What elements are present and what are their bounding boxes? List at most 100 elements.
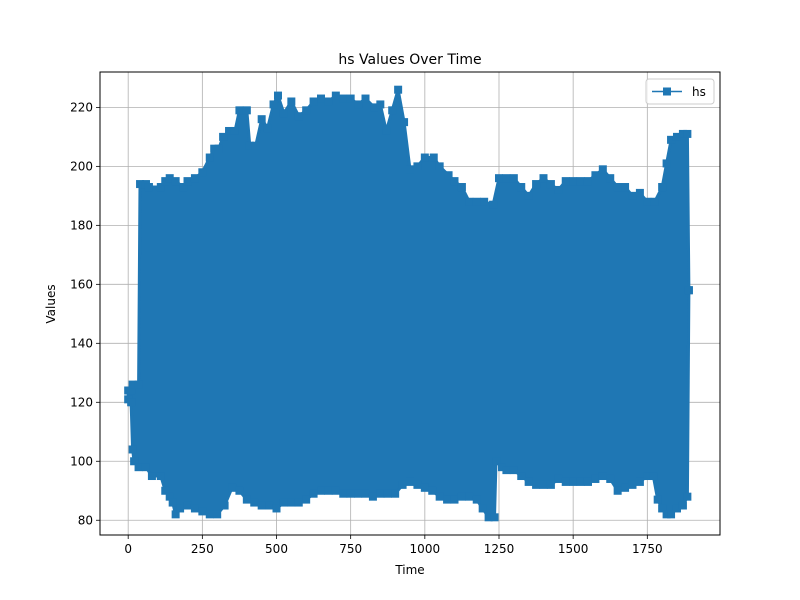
data-marker bbox=[672, 504, 681, 513]
data-marker bbox=[331, 91, 340, 100]
data-marker bbox=[183, 501, 192, 510]
data-marker bbox=[127, 386, 136, 395]
data-marker bbox=[156, 472, 165, 481]
data-marker bbox=[628, 191, 637, 200]
data-marker bbox=[198, 168, 207, 177]
y-tick-label: 140 bbox=[70, 336, 93, 350]
data-marker bbox=[134, 463, 143, 472]
data-marker bbox=[309, 97, 318, 106]
data-marker bbox=[684, 286, 693, 295]
data-marker bbox=[576, 477, 585, 486]
data-marker bbox=[272, 504, 281, 513]
data-marker bbox=[210, 144, 219, 153]
data-marker bbox=[554, 474, 563, 483]
data-marker bbox=[517, 472, 526, 481]
data-marker bbox=[171, 177, 180, 186]
y-axis-title: Values bbox=[44, 284, 58, 323]
data-marker bbox=[509, 466, 518, 475]
data-marker bbox=[683, 492, 692, 501]
y-tick-label: 200 bbox=[70, 159, 93, 173]
data-marker bbox=[480, 197, 489, 206]
data-marker bbox=[435, 492, 444, 501]
data-marker bbox=[213, 510, 222, 519]
series-layer bbox=[124, 85, 693, 522]
legend-label: hs bbox=[692, 85, 706, 99]
data-marker bbox=[546, 480, 555, 489]
data-marker bbox=[662, 510, 671, 519]
data-marker bbox=[413, 162, 422, 171]
data-marker bbox=[354, 489, 363, 498]
data-marker bbox=[478, 504, 487, 513]
data-marker bbox=[302, 495, 311, 504]
data-marker bbox=[376, 100, 385, 109]
data-marker bbox=[161, 486, 170, 495]
data-marker bbox=[406, 165, 414, 174]
y-tick-label: 220 bbox=[70, 100, 93, 114]
data-marker bbox=[606, 474, 615, 483]
data-marker bbox=[465, 197, 474, 206]
data-marker bbox=[569, 177, 578, 186]
data-marker bbox=[428, 486, 437, 495]
data-marker bbox=[658, 183, 667, 192]
data-marker bbox=[128, 380, 137, 389]
data-marker bbox=[183, 177, 192, 186]
data-marker bbox=[388, 106, 397, 115]
data-marker bbox=[134, 380, 143, 389]
legend: hs bbox=[645, 78, 715, 105]
data-marker bbox=[391, 489, 400, 498]
data-marker bbox=[435, 162, 444, 171]
data-marker bbox=[643, 197, 652, 206]
data-marker bbox=[165, 492, 174, 501]
data-marker bbox=[228, 483, 237, 492]
data-marker bbox=[190, 504, 199, 513]
data-marker bbox=[643, 472, 652, 481]
data-marker bbox=[606, 174, 615, 183]
data-marker bbox=[147, 472, 156, 481]
data-marker bbox=[472, 495, 481, 504]
data-marker bbox=[156, 183, 165, 192]
data-marker bbox=[279, 109, 288, 118]
data-marker bbox=[444, 171, 453, 180]
data-marker bbox=[219, 132, 228, 141]
data-marker bbox=[346, 94, 355, 103]
data-marker bbox=[168, 498, 177, 507]
data-marker bbox=[225, 126, 234, 135]
x-tick-label: 1750 bbox=[632, 542, 663, 556]
data-marker bbox=[569, 477, 578, 486]
data-marker bbox=[472, 197, 481, 206]
data-marker bbox=[539, 174, 548, 183]
y-tick-label: 180 bbox=[70, 218, 93, 232]
x-tick-label: 1500 bbox=[558, 542, 589, 556]
data-marker bbox=[490, 513, 499, 522]
data-marker bbox=[517, 183, 526, 192]
data-marker bbox=[346, 489, 355, 498]
data-marker bbox=[128, 445, 137, 454]
data-marker bbox=[450, 495, 459, 504]
data-marker bbox=[662, 159, 671, 168]
data-marker bbox=[245, 141, 254, 150]
data-marker bbox=[524, 477, 533, 486]
x-tick-label: 0 bbox=[124, 542, 132, 556]
legend-marker bbox=[663, 87, 671, 96]
data-marker bbox=[635, 477, 644, 486]
data-marker bbox=[398, 480, 407, 489]
data-marker bbox=[457, 183, 466, 192]
data-marker bbox=[484, 513, 493, 522]
data-marker bbox=[370, 103, 379, 112]
data-marker bbox=[273, 91, 282, 100]
data-marker bbox=[324, 486, 333, 495]
data-marker bbox=[257, 501, 266, 510]
data-marker bbox=[354, 100, 363, 109]
data-marker bbox=[489, 200, 498, 209]
data-marker bbox=[583, 477, 592, 486]
data-marker bbox=[235, 106, 244, 115]
data-marker bbox=[532, 480, 541, 489]
x-tick-label: 1000 bbox=[410, 542, 441, 556]
data-marker bbox=[678, 129, 687, 138]
data-marker bbox=[635, 188, 644, 197]
data-marker bbox=[309, 489, 318, 498]
data-marker bbox=[561, 177, 570, 186]
data-marker bbox=[683, 129, 692, 138]
x-tick-label: 500 bbox=[265, 542, 288, 556]
